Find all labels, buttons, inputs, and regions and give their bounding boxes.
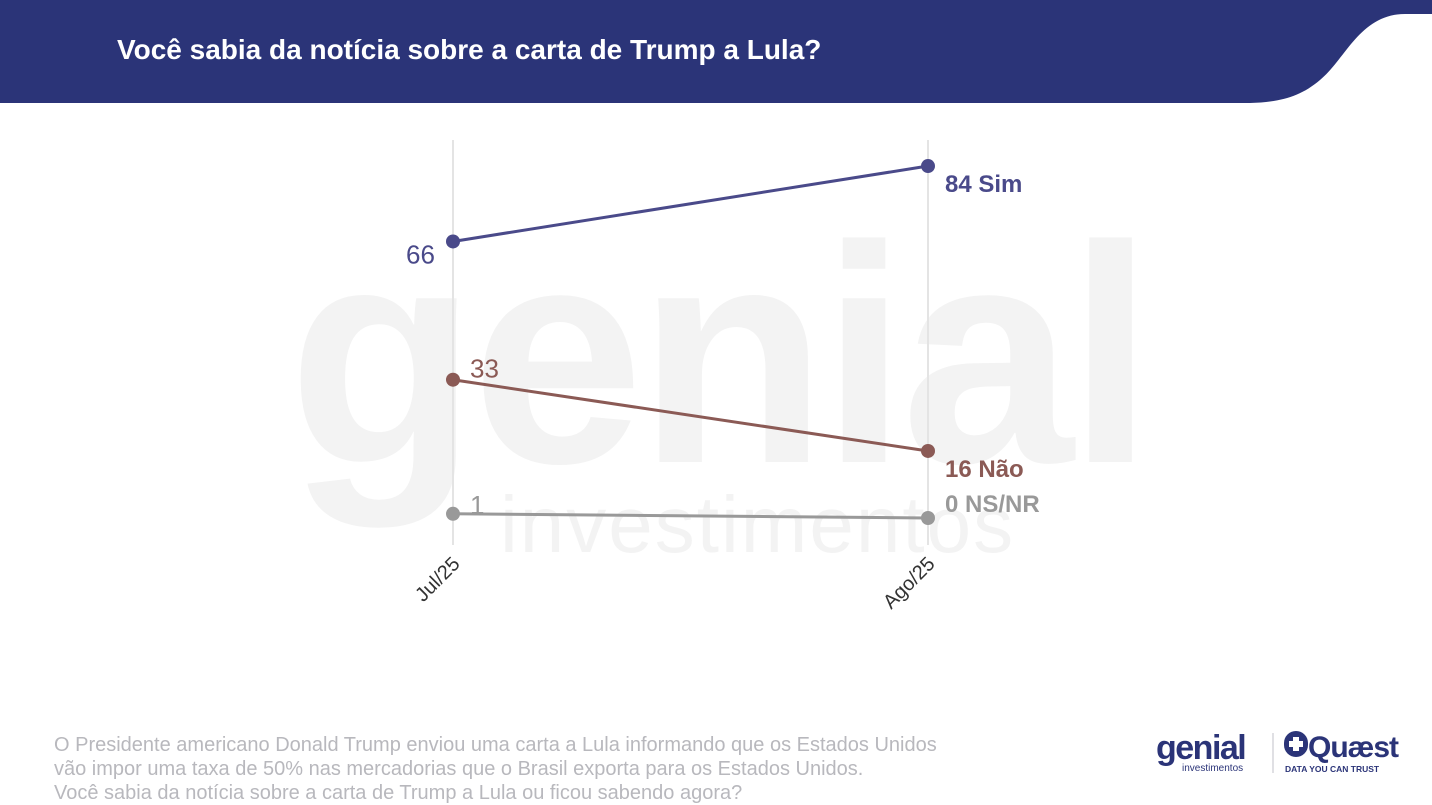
data-label-start: 66: [406, 239, 435, 269]
page-title: Você sabia da notícia sobre a carta de T…: [117, 34, 822, 65]
genial-logo-text: genial: [1156, 729, 1245, 767]
series-ns-nr: 1 0 NS/NR: [446, 490, 1040, 525]
x-tick-label: Jul/25: [411, 553, 464, 606]
quaest-tagline: DATA YOU CAN TRUST: [1285, 764, 1380, 774]
footnote-line: vão impor uma taxa de 50% nas mercadoria…: [54, 758, 864, 780]
data-point: [921, 159, 935, 174]
data-label-end: 0 NS/NR: [945, 491, 1040, 518]
data-point: [446, 372, 460, 387]
data-point: [921, 511, 935, 525]
quaest-logo-text: Quæst: [1308, 731, 1399, 764]
footer-logos: genial investimentos Quæst DATA YOU CAN …: [1156, 729, 1400, 774]
data-point: [446, 234, 460, 249]
x-tick-label: Ago/25: [879, 553, 939, 613]
data-label-start: 33: [470, 354, 499, 384]
genial-logo-sub: investimentos: [1182, 763, 1243, 774]
footnote: O Presidente americano Donald Trump envi…: [54, 733, 937, 805]
plus-icon: [1284, 731, 1308, 757]
series-line: [452, 512, 929, 520]
data-label-start: 1: [470, 490, 484, 520]
data-point: [921, 443, 935, 458]
series-line: [452, 378, 929, 453]
series-line: [452, 164, 929, 243]
genial-logo: genial investimentos: [1156, 729, 1247, 774]
data-point: [446, 506, 460, 521]
footnote-line: O Presidente americano Donald Trump envi…: [54, 734, 937, 756]
data-label-end: 84 Sim: [945, 171, 1022, 198]
data-label-end: 16 Não: [945, 456, 1024, 483]
series-sim: 66 84 Sim: [406, 159, 1022, 269]
footnote-line: Você sabia da notícia sobre a carta de T…: [54, 782, 743, 804]
series-n-o: 33 16 Não: [446, 354, 1024, 483]
header-band: [0, 0, 1432, 103]
quaest-logo: Quæst DATA YOU CAN TRUST: [1284, 731, 1400, 774]
watermark-brand: genial: [288, 181, 1148, 530]
